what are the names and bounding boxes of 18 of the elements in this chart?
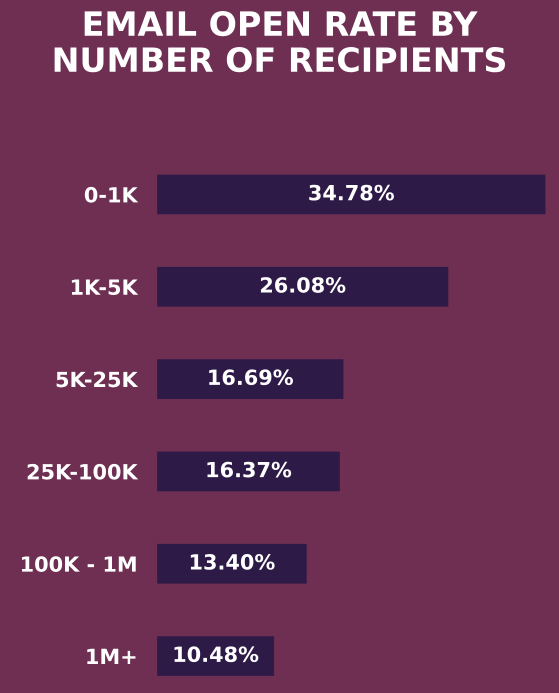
data-label: 13.40% [190, 554, 275, 570]
y-tick-label: 5K-25K [56, 372, 138, 388]
data-label: 34.78% [309, 184, 394, 201]
bar [157, 544, 307, 584]
data-label: 10.48% [174, 646, 258, 662]
y-tick-label: 1M+ [87, 648, 136, 664]
chart-title: EMAIL OPEN RATE BY NUMBER OF RECIPIENTS [54, 10, 505, 72]
bar [157, 174, 546, 214]
bar [157, 452, 340, 492]
y-tick-label: 100K - 1M [22, 556, 136, 572]
bar [157, 266, 448, 307]
data-label: 26.08% [260, 277, 346, 293]
data-label: 16.37% [207, 462, 292, 478]
data-label: 16.69% [209, 369, 293, 386]
bar [157, 359, 344, 399]
y-tick-label: 1K-5K [72, 280, 138, 295]
y-tick-label: 0-1K [84, 186, 138, 203]
y-tick-label: 25K-100K [28, 464, 138, 480]
